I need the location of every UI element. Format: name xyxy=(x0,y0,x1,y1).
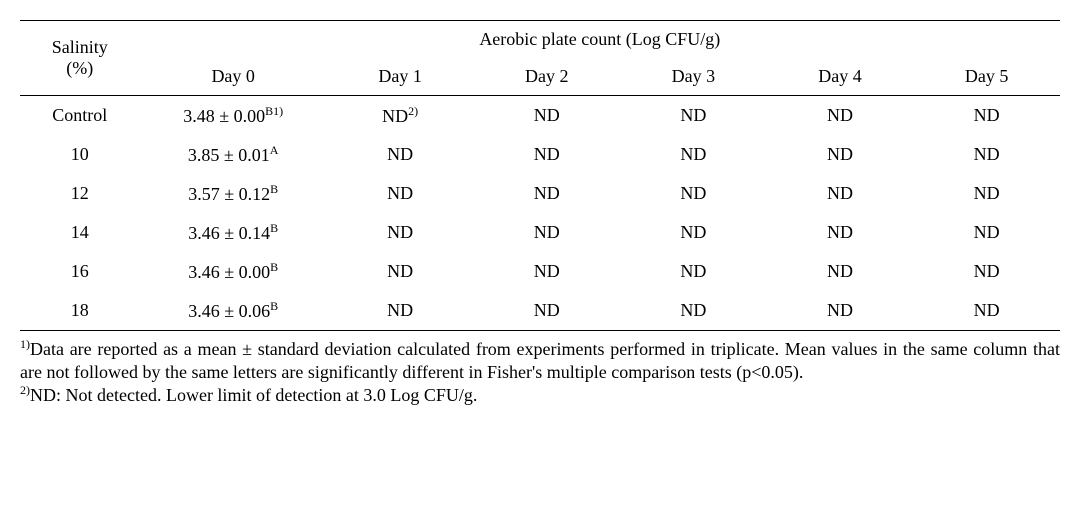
cell-day4: ND xyxy=(767,291,914,331)
cell-day2: ND xyxy=(473,174,620,213)
cell-day0: 3.46 ± 0.06B xyxy=(140,291,327,331)
cell-day3: ND xyxy=(620,96,767,136)
footnote-1-sup: 1) xyxy=(20,337,30,351)
row-label: 10 xyxy=(20,135,140,174)
cell-day3: ND xyxy=(620,213,767,252)
row-label: 18 xyxy=(20,291,140,331)
cell-day4: ND xyxy=(767,174,914,213)
table-row: Control3.48 ± 0.00B1)ND2)NDNDNDND xyxy=(20,96,1060,136)
footnote-2-text: ND: Not detected. Lower limit of detecti… xyxy=(30,385,477,405)
col-header-day3: Day 3 xyxy=(620,58,767,96)
cell-day3: ND xyxy=(620,174,767,213)
cell-day3: ND xyxy=(620,135,767,174)
cell-day5: ND xyxy=(913,135,1060,174)
row-label: Control xyxy=(20,96,140,136)
cell-day4: ND xyxy=(767,96,914,136)
cell-day2: ND xyxy=(473,291,620,331)
cell-day1: ND xyxy=(327,291,474,331)
salinity-label-line1: Salinity xyxy=(52,37,108,57)
cell-day5: ND xyxy=(913,174,1060,213)
row-label: 12 xyxy=(20,174,140,213)
cell-day1: ND xyxy=(327,135,474,174)
footnote-1-text: Data are reported as a mean ± standard d… xyxy=(20,339,1060,382)
table-row: 163.46 ± 0.00BNDNDNDNDND xyxy=(20,252,1060,291)
cell-day5: ND xyxy=(913,96,1060,136)
cell-day5: ND xyxy=(913,213,1060,252)
cell-day0: 3.85 ± 0.01A xyxy=(140,135,327,174)
col-header-salinity: Salinity (%) xyxy=(20,21,140,96)
table-row: 123.57 ± 0.12BNDNDNDNDND xyxy=(20,174,1060,213)
col-header-day2: Day 2 xyxy=(473,58,620,96)
cell-day5: ND xyxy=(913,252,1060,291)
table-row: 103.85 ± 0.01ANDNDNDNDND xyxy=(20,135,1060,174)
cell-day0: 3.48 ± 0.00B1) xyxy=(140,96,327,136)
col-header-day0: Day 0 xyxy=(140,58,327,96)
cell-day3: ND xyxy=(620,291,767,331)
col-header-day4: Day 4 xyxy=(767,58,914,96)
cell-day1: ND xyxy=(327,213,474,252)
cell-day3: ND xyxy=(620,252,767,291)
cell-day0: 3.46 ± 0.00B xyxy=(140,252,327,291)
cell-day1: ND2) xyxy=(327,96,474,136)
cell-day2: ND xyxy=(473,252,620,291)
footnote-block: 1)Data are reported as a mean ± standard… xyxy=(20,337,1060,407)
table-row: 143.46 ± 0.14BNDNDNDNDND xyxy=(20,213,1060,252)
cell-day2: ND xyxy=(473,213,620,252)
table-body: Control3.48 ± 0.00B1)ND2)NDNDNDND103.85 … xyxy=(20,96,1060,331)
cell-day0: 3.46 ± 0.14B xyxy=(140,213,327,252)
cell-day5: ND xyxy=(913,291,1060,331)
cell-day4: ND xyxy=(767,135,914,174)
col-header-group: Aerobic plate count (Log CFU/g) xyxy=(140,21,1060,59)
cell-day1: ND xyxy=(327,174,474,213)
col-header-day5: Day 5 xyxy=(913,58,1060,96)
cell-day4: ND xyxy=(767,252,914,291)
col-header-day1: Day 1 xyxy=(327,58,474,96)
cell-day0: 3.57 ± 0.12B xyxy=(140,174,327,213)
row-label: 14 xyxy=(20,213,140,252)
cell-day2: ND xyxy=(473,135,620,174)
row-label: 16 xyxy=(20,252,140,291)
data-table: Salinity (%) Aerobic plate count (Log CF… xyxy=(20,20,1060,331)
footnote-2-sup: 2) xyxy=(20,383,30,397)
table-row: 183.46 ± 0.06BNDNDNDNDND xyxy=(20,291,1060,331)
salinity-label-line2: (%) xyxy=(66,58,93,78)
cell-day2: ND xyxy=(473,96,620,136)
cell-day4: ND xyxy=(767,213,914,252)
cell-day1: ND xyxy=(327,252,474,291)
